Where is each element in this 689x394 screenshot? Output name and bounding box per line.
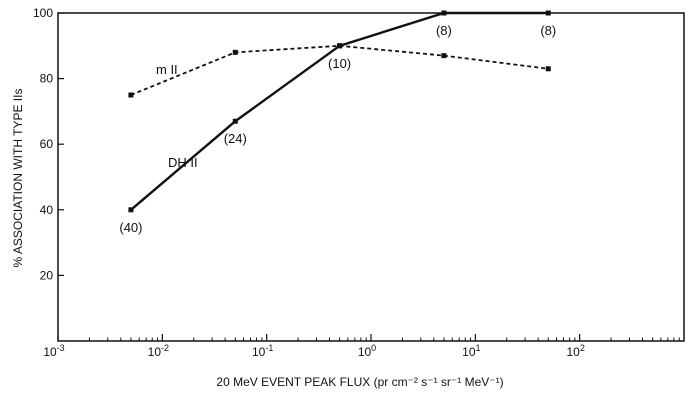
data-point	[232, 49, 238, 55]
labels-layer: DH II (40) (24) (10) (8) (8) m II	[119, 23, 556, 235]
point-label: (10)	[328, 56, 351, 71]
x-tick-label: 102	[566, 343, 584, 359]
data-point	[545, 66, 551, 72]
series-layer	[128, 10, 551, 213]
series-label: m II	[156, 62, 178, 77]
point-label: (40)	[119, 220, 142, 235]
point-label: (8)	[436, 23, 452, 38]
data-point	[441, 10, 447, 16]
x-axis: 10-3 10-2 10-1 100 101 102	[43, 334, 680, 359]
plot-frame	[57, 12, 685, 342]
series-label: DH II	[168, 155, 198, 170]
data-point	[128, 92, 134, 98]
point-label: (8)	[540, 23, 556, 38]
x-tick-label: 10-3	[43, 343, 64, 359]
x-tick-label: 101	[462, 343, 480, 359]
y-tick-label: 100	[33, 6, 53, 20]
x-tick-label: 100	[358, 343, 376, 359]
x-tick-label: 10-1	[252, 343, 273, 359]
y-tick-label: 60	[40, 137, 54, 151]
y-tick-label: 40	[40, 203, 54, 217]
series-line-dh-ii	[130, 11, 549, 211]
y-axis-title: % ASSOCIATION WITH TYPE IIs	[11, 89, 25, 268]
data-point	[337, 43, 343, 49]
plot-area	[57, 12, 685, 342]
data-point	[232, 118, 238, 124]
data-point	[545, 10, 551, 16]
x-tick-label: 10-2	[148, 343, 169, 359]
point-label: (24)	[224, 131, 247, 146]
y-axis: 20 40 60 80 100	[33, 6, 64, 282]
y-tick-label: 80	[40, 72, 54, 86]
data-point	[128, 207, 134, 213]
data-point	[441, 53, 447, 59]
y-tick-label: 20	[40, 268, 54, 282]
x-axis-title: 20 MeV EVENT PEAK FLUX (pr cm⁻² s⁻¹ sr⁻¹…	[216, 375, 503, 389]
